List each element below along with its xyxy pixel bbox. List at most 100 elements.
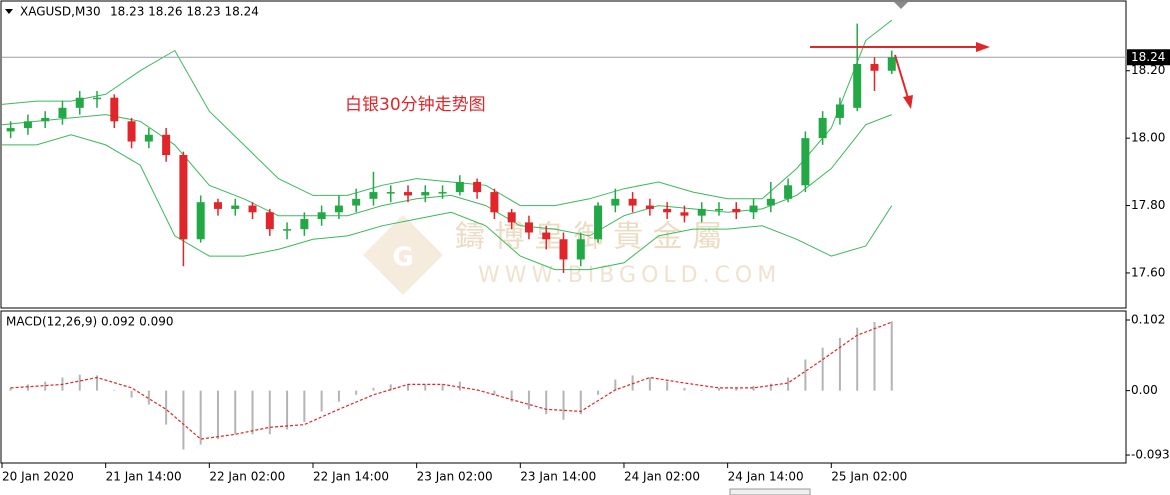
- x-tick-label: 25 Jan 02:00: [831, 470, 907, 484]
- candle-body: [421, 192, 430, 196]
- histogram-bar: [165, 390, 168, 425]
- x-tick-label: 23 Jan 14:00: [520, 470, 596, 484]
- histogram-bar: [597, 390, 600, 395]
- candle-body: [455, 181, 464, 193]
- histogram-bar: [717, 387, 720, 391]
- candle-body: [524, 222, 533, 233]
- histogram-bar: [458, 381, 461, 391]
- candle-body: [835, 104, 844, 118]
- histogram-bar: [700, 389, 703, 391]
- candle-body: [853, 64, 862, 108]
- candle-body: [887, 57, 896, 71]
- histogram-bar: [787, 377, 790, 391]
- price-label-box: [1127, 49, 1170, 66]
- histogram-bar: [752, 385, 755, 391]
- logo-diamond: [363, 215, 443, 295]
- candle-body: [680, 212, 689, 216]
- candle-body: [749, 205, 758, 213]
- candle-body: [732, 208, 741, 213]
- histogram-bar: [96, 375, 99, 391]
- histogram-bar: [890, 321, 893, 391]
- candle-body: [265, 212, 274, 230]
- histogram-bar: [873, 322, 876, 391]
- histogram-bar: [355, 390, 358, 395]
- histogram-bar: [493, 390, 496, 395]
- x-tick-label: 20 Jan 2020: [2, 470, 74, 484]
- candle-body: [110, 97, 119, 122]
- histogram-bar: [579, 390, 582, 415]
- macd-frame: [0, 310, 1127, 464]
- histogram-bar: [199, 390, 202, 445]
- histogram-bar: [303, 390, 306, 422]
- histogram-bar: [389, 384, 392, 391]
- watermark-logo: G: [363, 215, 443, 295]
- histogram-bar: [234, 390, 237, 435]
- histogram-bar: [251, 390, 254, 435]
- chart-subtitle: 18.23 18.26 18.23 18.24: [110, 5, 259, 19]
- menu-triangle[interactable]: [5, 9, 13, 14]
- histogram-bar: [407, 384, 410, 391]
- histogram-bar: [113, 389, 116, 391]
- y-tick-label: -0.093: [1131, 448, 1170, 462]
- y-tick-label: 0.102: [1131, 313, 1165, 327]
- candle-body: [213, 202, 222, 209]
- chart-title: XAGUSD,M30: [20, 5, 101, 19]
- histogram-bar: [78, 374, 81, 391]
- price-frame: [0, 0, 1127, 309]
- candle-body: [559, 239, 568, 260]
- histogram-bar: [268, 390, 271, 435]
- histogram-bar: [838, 338, 841, 391]
- candle-body: [300, 219, 309, 230]
- arrows: [810, 42, 990, 109]
- histogram-bar: [216, 390, 219, 440]
- candle-body: [179, 155, 188, 240]
- candle-body: [594, 205, 603, 240]
- candle-body: [144, 134, 153, 142]
- candle-body: [663, 208, 672, 213]
- candle-body: [870, 64, 879, 71]
- tab[interactable]: [729, 488, 811, 495]
- candle-body: [58, 107, 67, 118]
- x-tick-label: 24 Jan 14:00: [728, 470, 804, 484]
- candle-body: [369, 192, 378, 199]
- candle-body: [162, 134, 171, 155]
- histogram-bar: [666, 381, 669, 391]
- price-label: 18.24: [1131, 50, 1165, 64]
- histogram-bar: [562, 390, 565, 420]
- y-tick-label: 17.80: [1131, 198, 1165, 212]
- histogram-bar: [769, 383, 772, 391]
- candle-body: [93, 97, 102, 100]
- candle-body: [231, 205, 240, 209]
- candle-body: [507, 212, 516, 223]
- candle-body: [611, 198, 620, 206]
- histogram-bar: [856, 327, 859, 391]
- arrow-line: [894, 54, 909, 99]
- candle-body: [542, 232, 551, 240]
- histogram-bar: [147, 390, 150, 405]
- candle-body: [473, 181, 482, 193]
- histogram-bar: [424, 384, 427, 391]
- watermark: 鑄 博 皇 御 貴 金 屬: [455, 220, 722, 255]
- histogram-bar: [821, 347, 824, 391]
- candle-body: [576, 239, 585, 260]
- histogram-bar: [545, 390, 548, 415]
- band-line: [1, 19, 893, 207]
- arrow-head: [976, 42, 990, 52]
- logo-letter: G: [392, 243, 413, 273]
- histogram-bar: [320, 390, 323, 412]
- candle-body: [645, 205, 654, 209]
- histogram-bar: [648, 377, 651, 391]
- candle-body: [438, 192, 447, 194]
- histogram-bar: [44, 381, 47, 391]
- histogram-bar: [286, 390, 289, 430]
- candle-body: [283, 229, 292, 231]
- histogram-bar: [372, 387, 375, 391]
- candle-body: [352, 198, 361, 206]
- histogram-bar: [130, 390, 133, 398]
- histogram-bar: [182, 390, 185, 450]
- watermark: WWW.BIBGOLD.COM: [478, 263, 781, 288]
- candle-body: [334, 205, 343, 213]
- y-tick-label: 18.00: [1131, 131, 1165, 145]
- histogram-bar: [614, 379, 617, 391]
